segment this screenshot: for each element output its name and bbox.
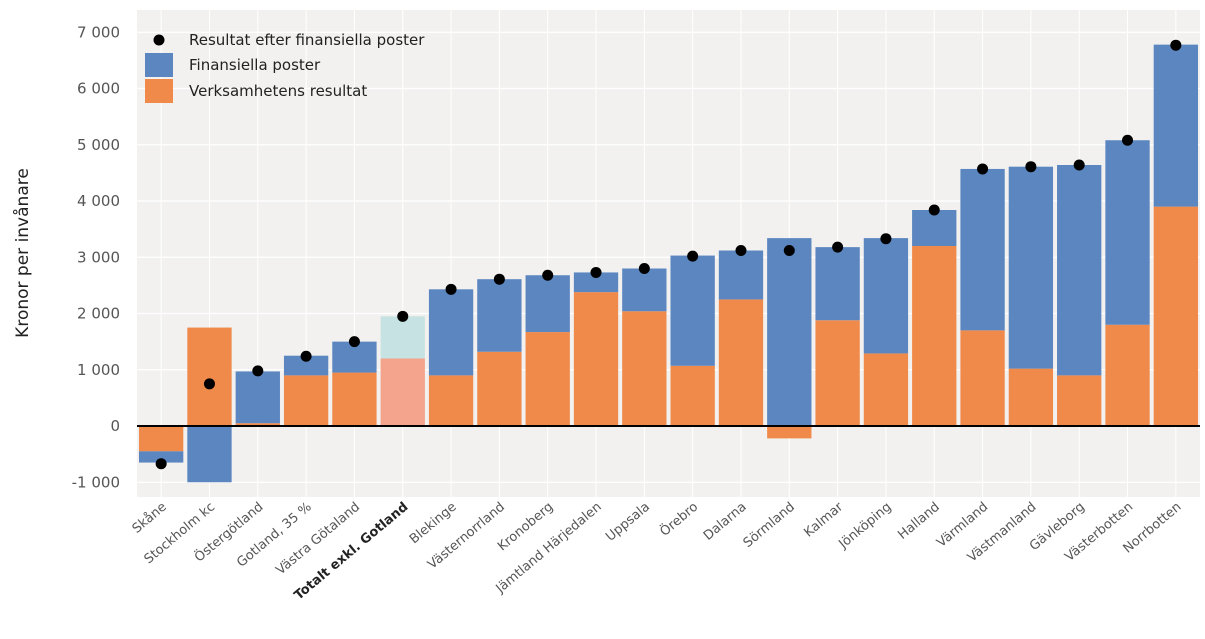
y-tick-label: 0 [110, 417, 120, 435]
legend-label-finansiella: Finansiella poster [189, 56, 321, 74]
bar-finansiella-poster [718, 250, 764, 300]
bar-verksamhetens-resultat [863, 353, 909, 426]
result-dot [735, 245, 747, 256]
result-dot [445, 283, 457, 295]
legend-swatch-verksamhetens [145, 79, 173, 103]
bar-finansiella-poster [815, 247, 860, 321]
bar-finansiella-poster [525, 275, 570, 333]
bar-finansiella-poster [283, 355, 329, 376]
y-tick-label: -1 000 [72, 473, 120, 491]
bar-verksamhetens-resultat [960, 330, 1005, 426]
x-tick-label: Halland [895, 500, 943, 543]
result-dot [300, 350, 312, 362]
bar-finansiella-poster [912, 210, 957, 246]
bar-finansiella-poster [1105, 140, 1150, 325]
bar-verksamhetens-resultat [718, 299, 764, 426]
result-dot [832, 241, 844, 253]
result-dot [1073, 159, 1085, 171]
bar-verksamhetens-resultat [1008, 368, 1054, 426]
legend: Resultat efter finansiella poster Finansi… [145, 31, 425, 103]
bar-finansiella-poster [670, 255, 715, 366]
bar-verksamhetens-resultat [1057, 375, 1102, 426]
result-dot [928, 204, 940, 216]
result-dot [880, 233, 892, 245]
y-axis: -1 000 0 1 000 2 000 3 000 4 000 5 000 6 000 7 0… [72, 23, 120, 491]
bar-finansiella-poster [235, 371, 280, 424]
result-dot [1122, 134, 1134, 146]
bar-verksamhetens-resultat [139, 426, 184, 452]
bar-finansiella-poster [1153, 44, 1198, 207]
bar-finansiella-poster [477, 279, 522, 352]
bar-verksamhetens-resultat [332, 372, 377, 426]
legend-swatch-finansiella [145, 53, 173, 77]
result-dot [638, 263, 650, 274]
bar-verksamhetens-resultat [380, 358, 425, 426]
x-tick-label: Örebro [656, 498, 701, 540]
bar-verksamhetens-resultat [912, 246, 957, 426]
result-dot [687, 250, 699, 262]
y-tick-label: 6 000 [77, 80, 120, 98]
bars [139, 44, 1198, 483]
result-dot [493, 273, 505, 285]
y-axis-title: Kronor per invånare [12, 168, 33, 338]
result-dot [542, 269, 554, 281]
result-dot [590, 266, 602, 278]
bar-verksamhetens-resultat [187, 327, 232, 426]
legend-label-resultat: Resultat efter finansiella poster [189, 31, 425, 49]
bar-finansiella-poster [767, 238, 812, 426]
x-tick-label: Uppsala [603, 500, 653, 545]
bar-verksamhetens-resultat [428, 375, 474, 426]
bar-finansiella-poster [622, 268, 667, 312]
bar-verksamhetens-resultat [670, 365, 715, 426]
bar-finansiella-poster [1057, 165, 1102, 376]
result-dot [203, 378, 215, 390]
bar-verksamhetens-resultat [235, 423, 280, 426]
legend-dot-marker [153, 34, 165, 46]
y-tick-label: 7 000 [77, 23, 120, 41]
bar-finansiella-poster [863, 238, 909, 354]
bar-verksamhetens-resultat [622, 311, 667, 426]
bar-verksamhetens-resultat [1105, 324, 1150, 426]
result-dot [397, 310, 409, 322]
y-tick-label: 5 000 [77, 136, 120, 154]
bar-finansiella-poster [573, 272, 619, 293]
result-dot [1025, 161, 1037, 173]
result-dot [348, 336, 360, 348]
bar-verksamhetens-resultat [525, 332, 570, 426]
bar-verksamhetens-resultat [815, 320, 860, 426]
x-tick-label: Kalmar [801, 499, 846, 540]
result-dot [783, 245, 795, 256]
x-tick-label: Västra Götaland [273, 500, 363, 579]
bar-verksamhetens-resultat [573, 292, 619, 426]
result-dot [252, 365, 264, 377]
legend-label-verksamhetens: Verksamhetens resultat [189, 82, 367, 100]
bar-finansiella-poster [187, 426, 232, 483]
bar-finansiella-poster [1008, 166, 1054, 369]
x-tick-label: Skåne [130, 500, 170, 537]
bar-verksamhetens-resultat [767, 426, 812, 439]
y-tick-label: 3 000 [77, 248, 120, 266]
bar-finansiella-poster [428, 289, 474, 376]
x-tick-label: Sörmland [741, 500, 798, 551]
bar-finansiella-poster [139, 451, 184, 463]
bar-finansiella-poster [960, 168, 1005, 331]
result-dots [155, 39, 1182, 470]
bar-verksamhetens-resultat [283, 375, 329, 426]
result-dot [977, 163, 989, 175]
bar-finansiella-poster [380, 316, 425, 359]
result-dot [1170, 39, 1182, 51]
y-tick-label: 2 000 [77, 305, 120, 323]
x-tick-label: Jönköping [836, 500, 895, 553]
bar-verksamhetens-resultat [1153, 206, 1198, 426]
y-tick-label: 4 000 [77, 192, 120, 210]
bar-verksamhetens-resultat [477, 351, 522, 426]
result-dot [155, 458, 167, 470]
y-tick-label: 1 000 [77, 361, 120, 379]
